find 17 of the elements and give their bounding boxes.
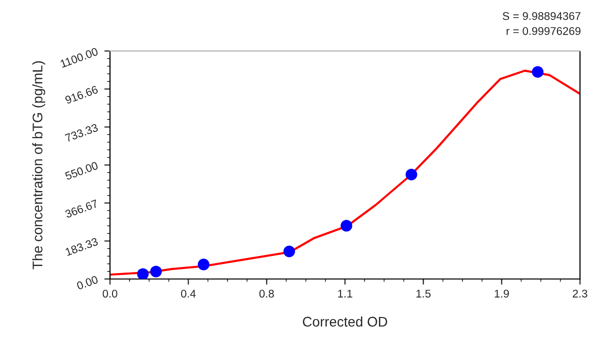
y-tick-label: 550.00 (64, 161, 98, 180)
y-tick-label: 183.33 (65, 237, 98, 256)
text: r = 0.99976269 (506, 27, 580, 35)
y-tick-label: 0.00 (76, 275, 98, 290)
x-tick-label: 0.0 (102, 290, 118, 298)
x-tick-label: 1.1 (338, 290, 352, 298)
x-tick-label: 1.9 (494, 290, 509, 298)
y-axis-title: The concentration of bTG (pg/mL) (32, 61, 46, 270)
y-tick-label: 366.67 (64, 199, 98, 218)
x-tick-label: 0.4 (181, 290, 196, 298)
x-tick-label: 2.3 (572, 290, 588, 298)
y-tick-label: 733.33 (64, 123, 98, 142)
x-axis-title: Corrected OD (302, 316, 388, 327)
y-tick-label: 916.66 (64, 85, 98, 104)
x-tick-label: 1.5 (416, 290, 431, 298)
text: S = 9.98894367 (502, 12, 580, 20)
x-tick-label: 0.8 (259, 290, 274, 298)
